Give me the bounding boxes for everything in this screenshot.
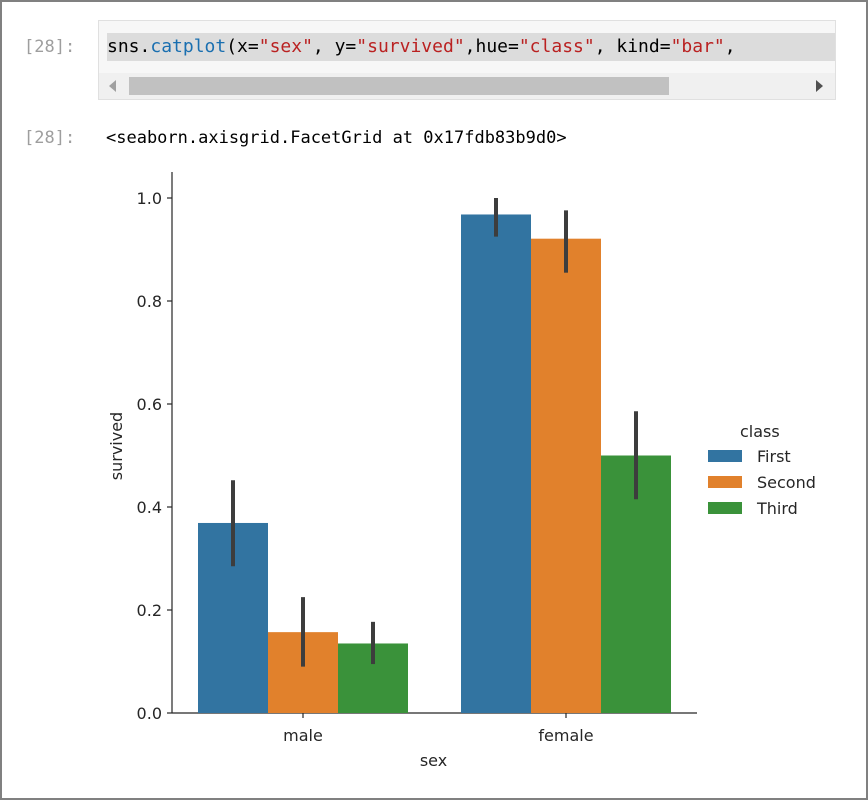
code-token: "sex" <box>258 36 313 57</box>
legend-title: class <box>740 422 780 441</box>
legend-swatch-second <box>708 476 742 488</box>
code-token: sns <box>107 36 140 57</box>
scroll-left-icon[interactable] <box>109 80 116 92</box>
legend-entry-second: Second <box>757 473 816 492</box>
x-axis-label: sex <box>420 751 447 770</box>
y-tick-label: 0.4 <box>137 498 162 517</box>
output-prompt: [28]: <box>24 128 76 148</box>
y-tick-label: 0.0 <box>137 704 162 723</box>
y-axis-label: survived <box>107 412 126 480</box>
y-tick-label: 0.8 <box>137 292 162 311</box>
input-prompt: [28]: <box>24 37 76 57</box>
code-token: , kind= <box>594 36 671 57</box>
scroll-right-icon[interactable] <box>816 80 823 92</box>
code-token: , <box>724 36 736 57</box>
output-repr-text: <seaborn.axisgrid.FacetGrid at 0x17fdb83… <box>106 128 567 148</box>
code-token: "class" <box>518 36 595 57</box>
legend-entry-third: Third <box>756 499 798 518</box>
bar-first-female <box>461 214 531 714</box>
y-tick-label: 0.2 <box>137 601 162 620</box>
code-token: catplot <box>150 36 227 57</box>
legend-swatch-third <box>708 502 742 514</box>
y-tick-label: 0.6 <box>137 395 162 414</box>
horizontal-scrollbar[interactable] <box>99 73 835 99</box>
x-tick-label: female <box>538 726 593 745</box>
y-tick-label: 1.0 <box>137 189 162 208</box>
code-line[interactable]: sns.catplot(x="sex", y="survived",hue="c… <box>107 33 835 61</box>
code-token: "survived" <box>356 36 465 57</box>
code-token: "bar" <box>670 36 725 57</box>
legend-entry-first: First <box>757 447 791 466</box>
legend-swatch-first <box>708 450 742 462</box>
code-cell-input[interactable]: sns.catplot(x="sex", y="survived",hue="c… <box>98 20 836 100</box>
code-token: ,hue= <box>464 36 519 57</box>
code-token: , y= <box>312 36 357 57</box>
code-token: . <box>139 36 151 57</box>
scrollbar-thumb[interactable] <box>129 77 669 95</box>
bar-second-female <box>531 238 601 713</box>
code-token: (x= <box>226 36 259 57</box>
x-tick-label: male <box>283 726 323 745</box>
